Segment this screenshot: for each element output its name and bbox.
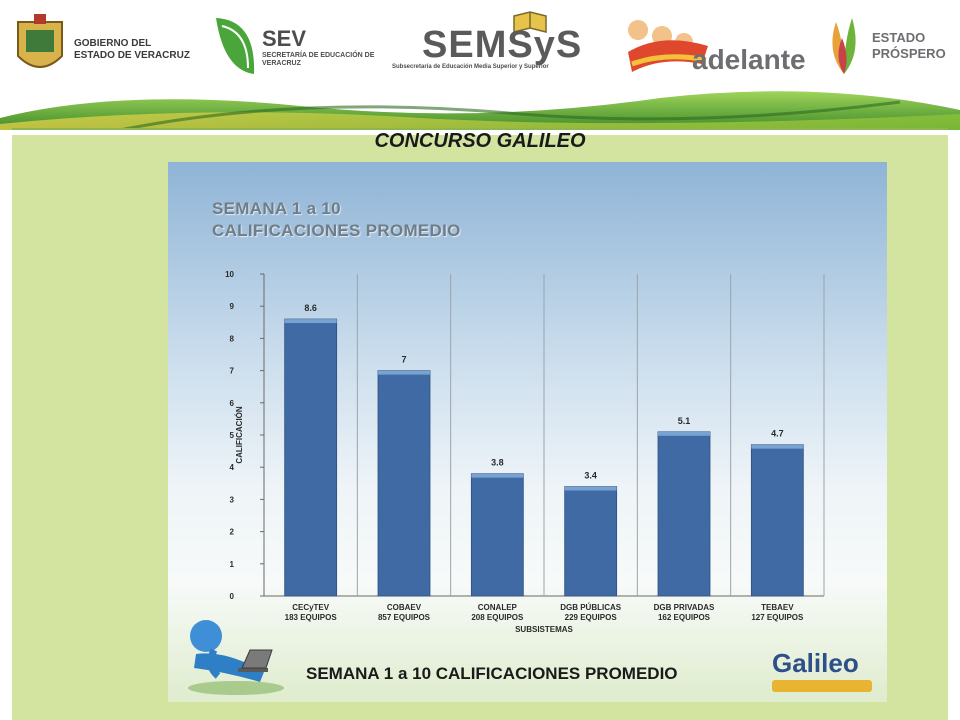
bar-value-label: 3.4	[584, 471, 597, 481]
adelante-text: adelante	[692, 44, 806, 75]
children-figures-icon	[628, 20, 708, 72]
bar-value-label: 5.1	[678, 416, 691, 426]
semsys-title: SEMSyS	[422, 24, 583, 66]
x-tick-label: TEBAEV	[761, 603, 794, 612]
x-tick-sublabel: 127 EQUIPOS	[751, 613, 804, 622]
bar	[564, 486, 618, 597]
header-logos: GOBIERNO DEL ESTADO DE VERACRUZ SEV SECR…	[0, 0, 960, 92]
bar-value-label: 4.7	[771, 429, 784, 439]
slide-caption: SEMANA 1 a 10 CALIFICACIONES PROMEDIO	[306, 664, 678, 683]
sev-leaf-icon	[216, 18, 255, 74]
bar-top-highlight	[564, 486, 617, 491]
y-tick-label: 6	[230, 399, 235, 408]
y-tick-label: 4	[230, 463, 235, 472]
x-tick-label: DGB PÚBLICAS	[560, 603, 622, 612]
y-tick-label: 5	[230, 431, 235, 440]
prospero-text: ESTADO PRÓSPERO	[872, 30, 946, 61]
sev-title: SEV	[262, 26, 307, 51]
flame-icon	[832, 18, 856, 74]
bar-top-highlight	[284, 319, 337, 324]
x-tick-sublabel: 162 EQUIPOS	[658, 613, 711, 622]
bar	[657, 431, 711, 597]
adelante-logo: adelante	[622, 12, 806, 82]
slide-title-line1: SEMANA 1 a 10	[212, 199, 341, 218]
bar-top-highlight	[658, 431, 710, 436]
bar	[750, 444, 804, 597]
x-tick-label: DGB PRIVADAS	[654, 603, 715, 612]
bar-value-label: 8.6	[304, 303, 317, 313]
galileo-wordmark: Galileo	[772, 648, 859, 678]
bar	[377, 370, 431, 597]
y-tick-label: 9	[230, 302, 235, 311]
y-tick-label: 0	[230, 592, 235, 601]
chart-slide: SEMANA 1 a 10 CALIFICACIONES PROMEDIO 0 1…	[168, 162, 887, 702]
x-tick-sublabel: 208 EQUIPOS	[471, 613, 524, 622]
x-tick-sublabel: 229 EQUIPOS	[565, 613, 618, 622]
semsys-logo: SEMSyS Subsecretaría de Educación Media …	[392, 11, 592, 82]
book-icon	[513, 11, 547, 33]
slide-title: SEMANA 1 a 10 CALIFICACIONES PROMEDIO	[212, 198, 461, 242]
x-tick-sublabel: 183 EQUIPOS	[285, 613, 338, 622]
bar	[470, 473, 524, 597]
mascot-with-laptop-icon	[188, 620, 284, 695]
y-axis-label: CALIFICACIÓN	[235, 406, 244, 464]
decorative-band	[0, 91, 960, 130]
y-tick-label: 1	[230, 560, 235, 569]
bar-value-label: 3.8	[491, 458, 504, 468]
estado-prospero-logo: ESTADO PRÓSPERO	[822, 12, 952, 82]
veracruz-shield-icon	[17, 14, 63, 68]
semsys-subtitle: Subsecretaría de Educación Media Superio…	[392, 64, 549, 70]
x-tick-label: COBAEV	[387, 603, 422, 612]
page-title: CONCURSO GALILEO	[374, 130, 586, 152]
x-axis-label: SUBSISTEMAS	[515, 625, 573, 634]
slide-title-line2: CALIFICACIONES PROMEDIO	[212, 221, 461, 240]
y-tick-label: 8	[230, 334, 235, 343]
sev-subtitle: SECRETARÍA DE EDUCACIÓN DE VERACRUZ	[262, 52, 375, 67]
bar-top-highlight	[378, 370, 430, 375]
y-tick-label: 7	[230, 367, 235, 376]
gobierno-veracruz-logo: GOBIERNO DEL ESTADO DE VERACRUZ	[12, 12, 192, 82]
x-tick-sublabel: 857 EQUIPOS	[378, 613, 431, 622]
x-tick-label: CONALEP	[478, 603, 518, 612]
bar	[284, 318, 338, 597]
y-tick-label: 3	[230, 495, 235, 504]
y-tick-label: 2	[230, 528, 235, 537]
x-tick-label: CECyTEV	[292, 603, 330, 612]
y-tick-label: 10	[225, 270, 234, 279]
galileo-tagline-bar	[772, 680, 872, 692]
panel-divider	[12, 128, 948, 130]
galileo-logo: Galileo	[768, 646, 880, 698]
gobierno-text: GOBIERNO DEL ESTADO DE VERACRUZ	[74, 38, 190, 61]
bar-top-highlight	[471, 473, 524, 478]
sev-logo: SEV SECRETARÍA DE EDUCACIÓN DE VERACRUZ	[212, 12, 382, 82]
bar-top-highlight	[751, 444, 804, 449]
bar-value-label: 7	[401, 355, 406, 365]
